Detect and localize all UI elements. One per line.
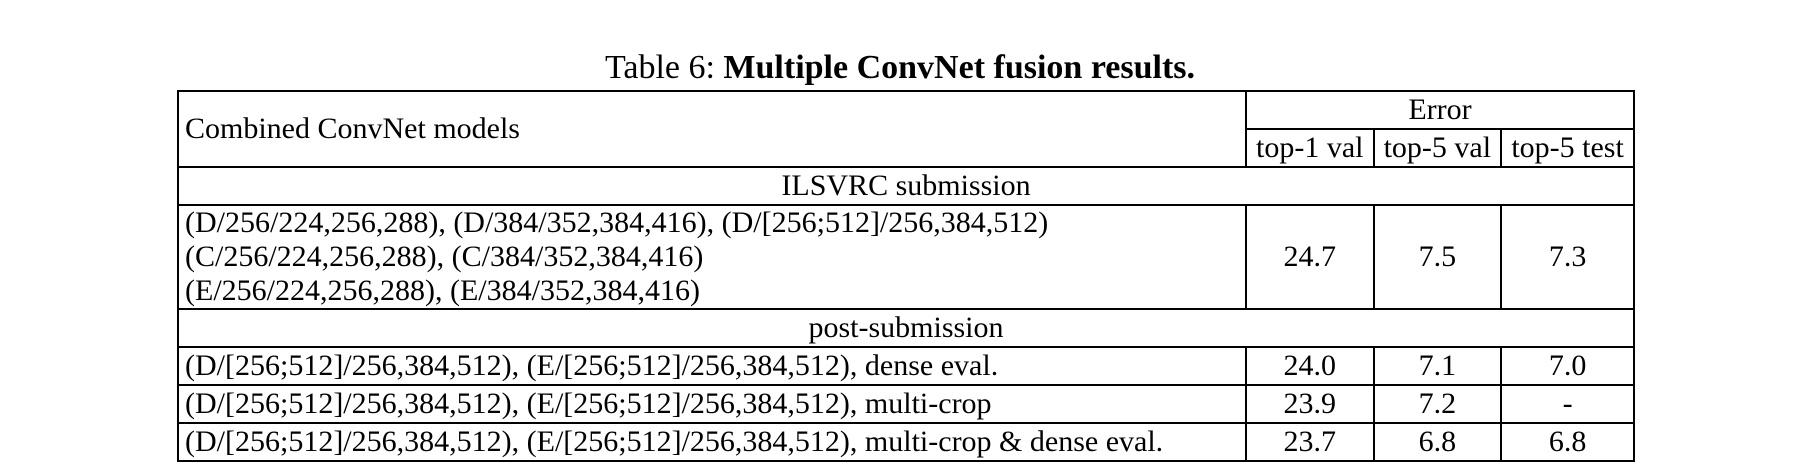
section-row-ilsvrc: ILSVRC submission bbox=[177, 166, 1635, 206]
model-cell: (D/256/224,256,288), (D/384/352,384,416)… bbox=[177, 204, 1247, 310]
value-top1-val: 24.7 bbox=[1245, 204, 1375, 310]
table-row: (D/[256;512]/256,384,512), (E/[256;512]/… bbox=[177, 422, 1635, 462]
value-top5-test: 6.8 bbox=[1500, 422, 1635, 462]
model-line: (D/256/224,256,288), (D/384/352,384,416)… bbox=[185, 206, 1049, 239]
value-top1-val: 23.7 bbox=[1245, 422, 1375, 462]
value-top5-val: 7.2 bbox=[1372, 384, 1503, 424]
table-row: (D/[256;512]/256,384,512), (E/[256;512]/… bbox=[177, 346, 1635, 386]
model-line: (C/256/224,256,288), (C/384/352,384,416) bbox=[185, 240, 704, 273]
value-top1-val: 24.0 bbox=[1245, 346, 1375, 386]
value-top5-test: 7.3 bbox=[1500, 204, 1635, 310]
fusion-results-table: Combined ConvNet models Error top-1 val … bbox=[177, 90, 1635, 462]
header-top5-test: top-5 test bbox=[1500, 128, 1635, 168]
model-cell: (D/[256;512]/256,384,512), (E/[256;512]/… bbox=[177, 422, 1247, 462]
value-top5-test: - bbox=[1500, 384, 1635, 424]
header-top1-val: top-1 val bbox=[1245, 128, 1375, 168]
header-row: Combined ConvNet models Error bbox=[177, 90, 1635, 168]
header-error-group: Error bbox=[1245, 90, 1635, 130]
model-line: (E/256/224,256,288), (E/384/352,384,416) bbox=[185, 274, 700, 307]
caption-title: Multiple ConvNet fusion results. bbox=[723, 49, 1196, 86]
caption-prefix: Table 6: bbox=[604, 49, 715, 86]
table-row: (D/[256;512]/256,384,512), (E/[256;512]/… bbox=[177, 384, 1635, 424]
table-caption: Table 6: Multiple ConvNet fusion results… bbox=[0, 48, 1800, 88]
section-label: post-submission bbox=[177, 308, 1635, 348]
header-top5-val: top-5 val bbox=[1372, 128, 1503, 168]
header-model-column: Combined ConvNet models bbox=[177, 90, 1247, 168]
value-top5-val: 6.8 bbox=[1372, 422, 1503, 462]
model-cell: (D/[256;512]/256,384,512), (E/[256;512]/… bbox=[177, 384, 1247, 424]
value-top5-val: 7.5 bbox=[1372, 204, 1503, 310]
section-row-post-submission: post-submission bbox=[177, 308, 1635, 348]
value-top1-val: 23.9 bbox=[1245, 384, 1375, 424]
header-subrow: top-1 val top-5 val top-5 test bbox=[178, 128, 1635, 168]
value-top5-val: 7.1 bbox=[1372, 346, 1503, 386]
model-cell: (D/[256;512]/256,384,512), (E/[256;512]/… bbox=[177, 346, 1247, 386]
value-top5-test: 7.0 bbox=[1500, 346, 1635, 386]
table-row: (D/256/224,256,288), (D/384/352,384,416)… bbox=[177, 204, 1635, 310]
section-label: ILSVRC submission bbox=[177, 166, 1635, 206]
